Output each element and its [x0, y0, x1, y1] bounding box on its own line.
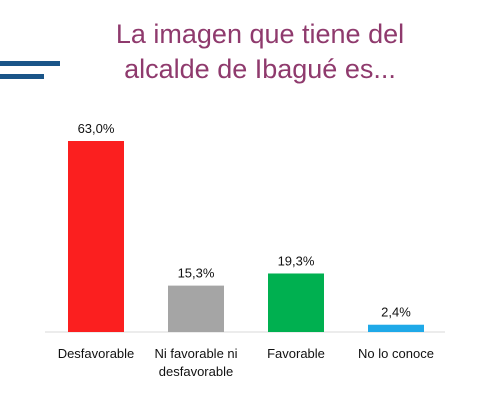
chart-title: La imagen que tiene del alcalde de Ibagu… — [60, 17, 460, 87]
value-label-0: 63,0% — [78, 121, 115, 136]
decorative-stripe-bottom — [0, 74, 44, 79]
category-label-1-line-1: desfavorable — [159, 364, 233, 379]
value-label-3: 2,4% — [381, 305, 411, 320]
category-label-1-line-0: Ni favorable ni — [154, 346, 237, 361]
value-label-1: 15,3% — [178, 266, 215, 281]
bar-0 — [68, 141, 124, 332]
bar-3 — [368, 324, 424, 332]
category-label-2-line-0: Favorable — [267, 346, 325, 361]
decorative-stripe-top — [0, 61, 60, 66]
chart-title-line-2: alcalde de Ibagué es... — [124, 54, 396, 84]
category-label-0-line-0: Desfavorable — [58, 346, 135, 361]
chart-title-line-1: La imagen que tiene del — [115, 19, 405, 49]
value-label-2: 19,3% — [278, 253, 315, 268]
bar-2 — [268, 273, 324, 332]
category-label-3-line-0: No lo conoce — [358, 346, 434, 361]
bars-group: 63,0% Desfavorable 15,3% Ni favorable ni des… — [58, 121, 434, 379]
bar-1 — [168, 285, 224, 332]
